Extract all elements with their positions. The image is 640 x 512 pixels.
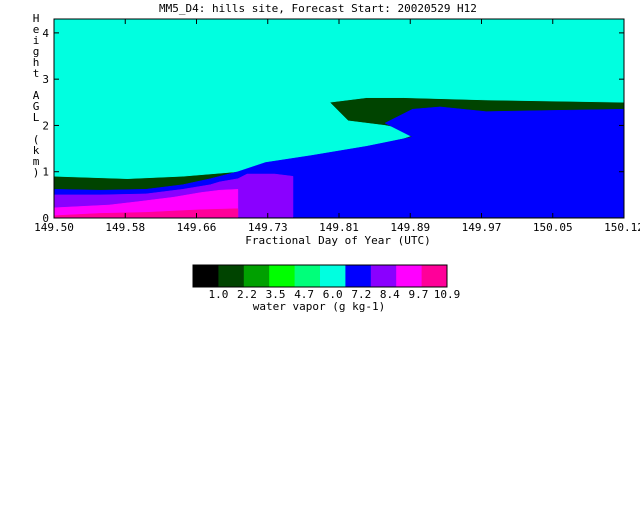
colorbar-swatch — [396, 265, 423, 287]
x-tick-label: 149.73 — [248, 221, 288, 234]
contour-region-9 — [53, 208, 239, 218]
colorbar-swatch — [243, 265, 270, 287]
x-tick-label: 149.97 — [462, 221, 502, 234]
colorbar-tick-label: 1.0 — [208, 288, 228, 301]
x-tick-label: 149.66 — [177, 221, 217, 234]
colorbar: 1.0 2.2 3.5 4.7 6.0 7.2 8.4 9.7 10.9 — [192, 264, 461, 301]
x-tick-label: 149.89 — [390, 221, 430, 234]
colorbar-swatch — [193, 265, 219, 287]
y-axis-label-char: m — [33, 155, 40, 168]
y-axis-label-char: h — [33, 56, 40, 69]
colorbar-swatch — [370, 265, 397, 287]
y-axis-label-char: ( — [33, 133, 40, 146]
y-axis: 0 1 2 3 4 — [42, 27, 624, 225]
colorbar-frame — [192, 264, 448, 288]
x-axis-label: Fractional Day of Year (UTC) — [245, 234, 430, 247]
y-tick-label: 0 — [42, 212, 49, 225]
plot-regions — [53, 18, 625, 218]
colorbar-tick-label: 10.9 — [434, 288, 461, 301]
colorbar-swatch — [345, 265, 372, 287]
colorbar-swatch — [320, 265, 346, 287]
colorbar-tick-label: 8.4 — [380, 288, 400, 301]
y-axis-label-char: ) — [33, 166, 40, 179]
y-axis-label-char: t — [33, 67, 40, 80]
colorbar-tick-label: 6.0 — [323, 288, 343, 301]
colorbar-label: water vapor (g kg-1) — [253, 300, 385, 313]
y-axis-label-char: i — [33, 34, 40, 47]
colorbar-tick-label: 3.5 — [266, 288, 286, 301]
x-tick-label: 149.81 — [319, 221, 359, 234]
y-axis-label-char: A — [33, 89, 40, 102]
y-axis-label-char: e — [33, 23, 40, 36]
y-axis-label-char: L — [33, 111, 40, 124]
y-axis-label-char: g — [33, 45, 40, 58]
x-tick-label: 150.05 — [533, 221, 573, 234]
chart-title: MM5_D4: hills site, Forecast Start: 2002… — [159, 2, 477, 15]
x-tick-label: 149.58 — [105, 221, 145, 234]
colorbar-swatch — [421, 265, 448, 287]
colorbar-swatch — [218, 265, 245, 287]
x-tick-label: 150.12 — [604, 221, 640, 234]
y-tick-label: 3 — [42, 73, 49, 86]
colorbar-tick-label: 4.7 — [294, 288, 314, 301]
y-axis-label-char: k — [33, 144, 40, 157]
x-tick-label: 149.50 — [34, 221, 74, 234]
y-tick-label: 2 — [42, 119, 49, 132]
y-axis-label-char: G — [33, 100, 40, 113]
colorbar-tick-label: 7.2 — [351, 288, 371, 301]
colorbar-tick-label: 9.7 — [408, 288, 428, 301]
y-axis-label-char: H — [33, 12, 40, 25]
colorbar-tick-label: 2.2 — [237, 288, 257, 301]
colorbar-swatch — [294, 265, 321, 287]
colorbar-swatch — [269, 265, 296, 287]
y-tick-label: 1 — [42, 166, 49, 179]
y-tick-label: 4 — [42, 27, 49, 40]
x-axis: 149.50 149.58 149.66 149.73 149.81 149.89 149.… — [34, 19, 640, 234]
